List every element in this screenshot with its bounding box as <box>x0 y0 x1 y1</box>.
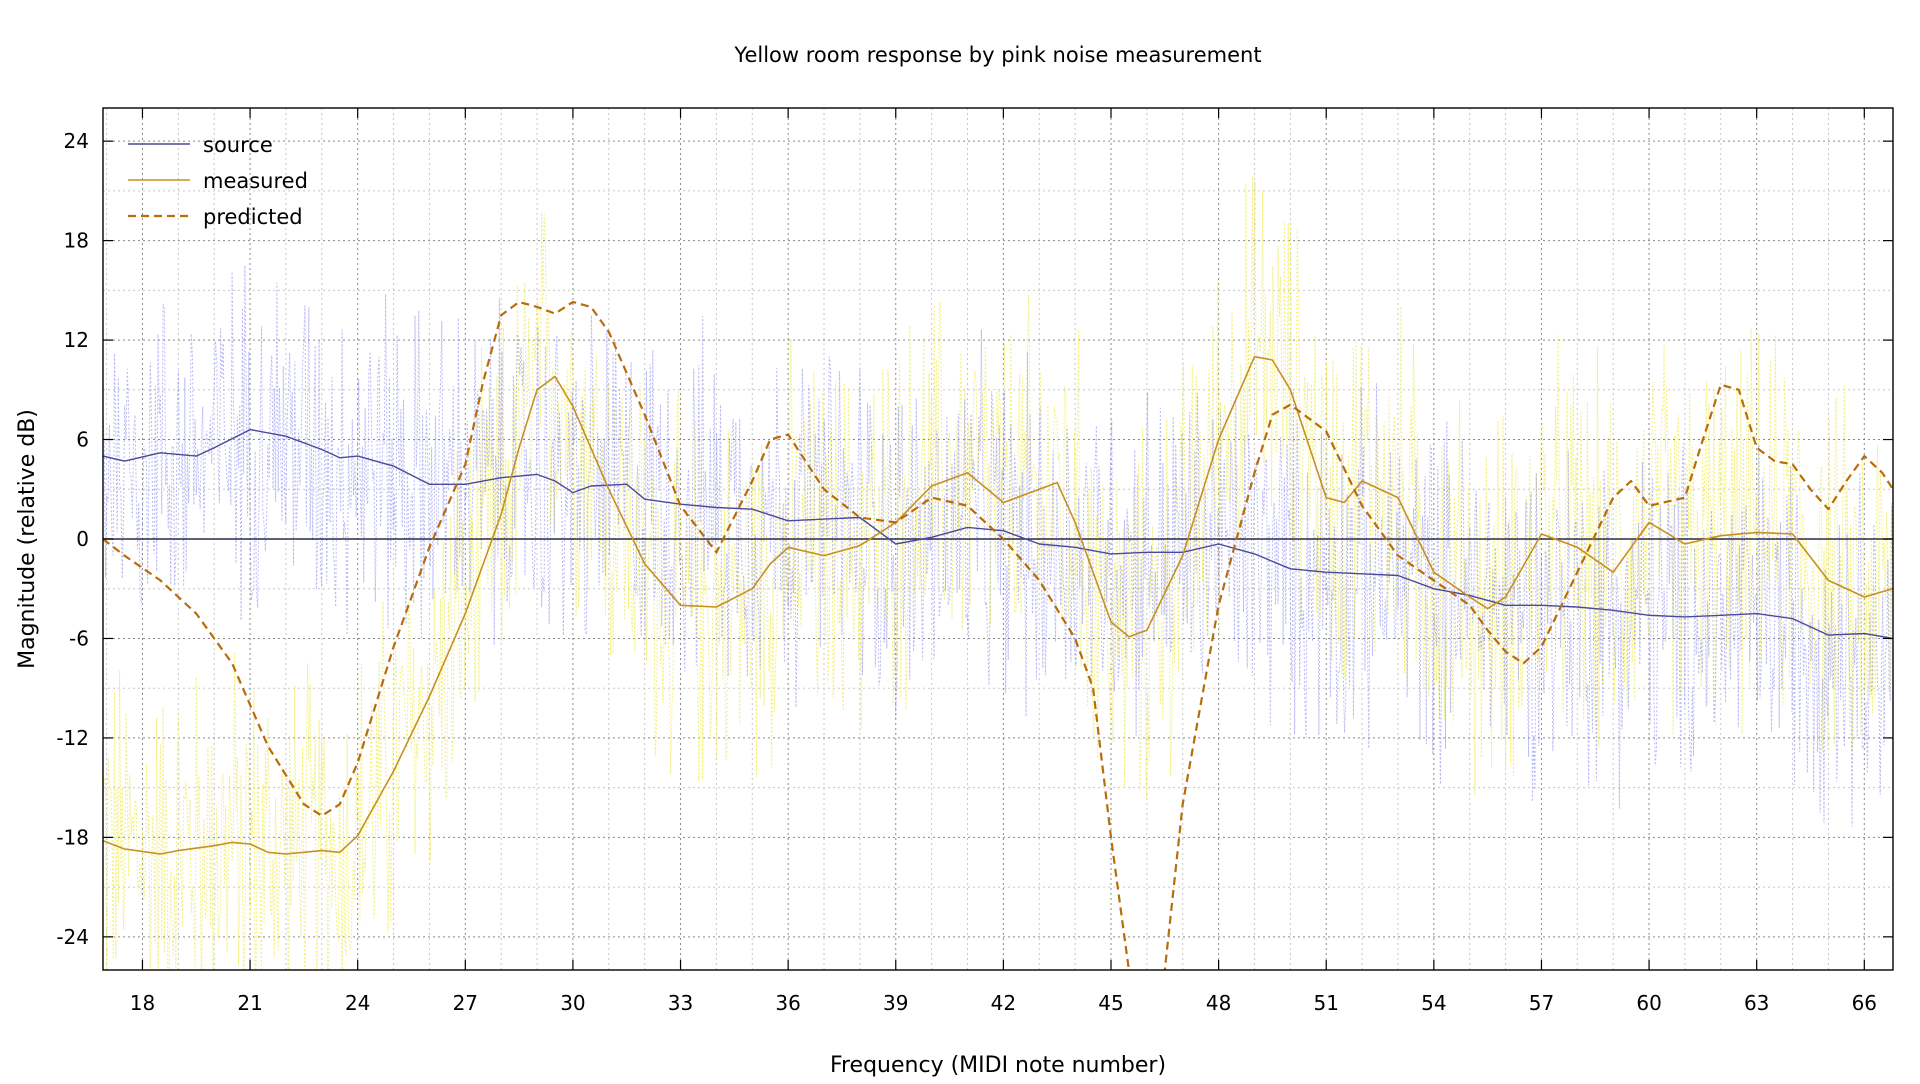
x-tick-label: 36 <box>775 991 800 1015</box>
x-tick-label: 42 <box>991 991 1016 1015</box>
x-tick-label: 48 <box>1206 991 1231 1015</box>
x-tick-label: 30 <box>560 991 585 1015</box>
x-tick-label: 27 <box>453 991 478 1015</box>
y-tick-label: -12 <box>56 726 89 750</box>
x-tick-label: 51 <box>1313 991 1338 1015</box>
x-tick-label: 33 <box>668 991 693 1015</box>
y-tick-label: 6 <box>76 428 89 452</box>
x-tick-label: 39 <box>883 991 908 1015</box>
series-line-measured <box>103 355 1893 855</box>
chart-title: Yellow room response by pink noise measu… <box>733 43 1261 67</box>
x-tick-label: 57 <box>1529 991 1554 1015</box>
x-tick-label: 24 <box>345 991 370 1015</box>
y-axis-label: Magnitude (relative dB) <box>15 409 40 669</box>
source-raw-trace <box>103 265 1893 827</box>
y-tick-label: 24 <box>64 129 89 153</box>
y-tick-label: 12 <box>64 328 89 352</box>
raw-noise-traces <box>103 176 1893 970</box>
legend-label-source: source <box>203 133 273 157</box>
y-tick-label: 18 <box>64 229 89 253</box>
legend-label-predicted: predicted <box>203 205 303 229</box>
x-tick-label: 54 <box>1421 991 1446 1015</box>
x-tick-label: 18 <box>130 991 155 1015</box>
series-line-predicted <box>103 300 1893 970</box>
measured-raw-trace <box>103 176 1893 970</box>
y-tick-label: -24 <box>56 925 89 949</box>
x-tick-label: 63 <box>1744 991 1769 1015</box>
axis-ticks: 18 21 24 27 30 33 36 39 42 45 48 51 54 57 60 63 66241812… <box>56 108 1893 1015</box>
y-tick-label: -18 <box>56 825 89 849</box>
x-axis-label: Frequency (MIDI note number) <box>830 1053 1166 1078</box>
x-tick-label: 66 <box>1852 991 1877 1015</box>
y-tick-label: 0 <box>76 527 89 551</box>
legend: source measured predicted <box>128 133 308 229</box>
x-tick-label: 21 <box>237 991 262 1015</box>
series-line-source <box>103 428 1893 640</box>
legend-label-measured: measured <box>203 169 308 193</box>
x-tick-label: 45 <box>1098 991 1123 1015</box>
x-tick-label: 60 <box>1636 991 1661 1015</box>
series-lines <box>103 300 1893 970</box>
y-tick-label: -6 <box>69 626 89 650</box>
